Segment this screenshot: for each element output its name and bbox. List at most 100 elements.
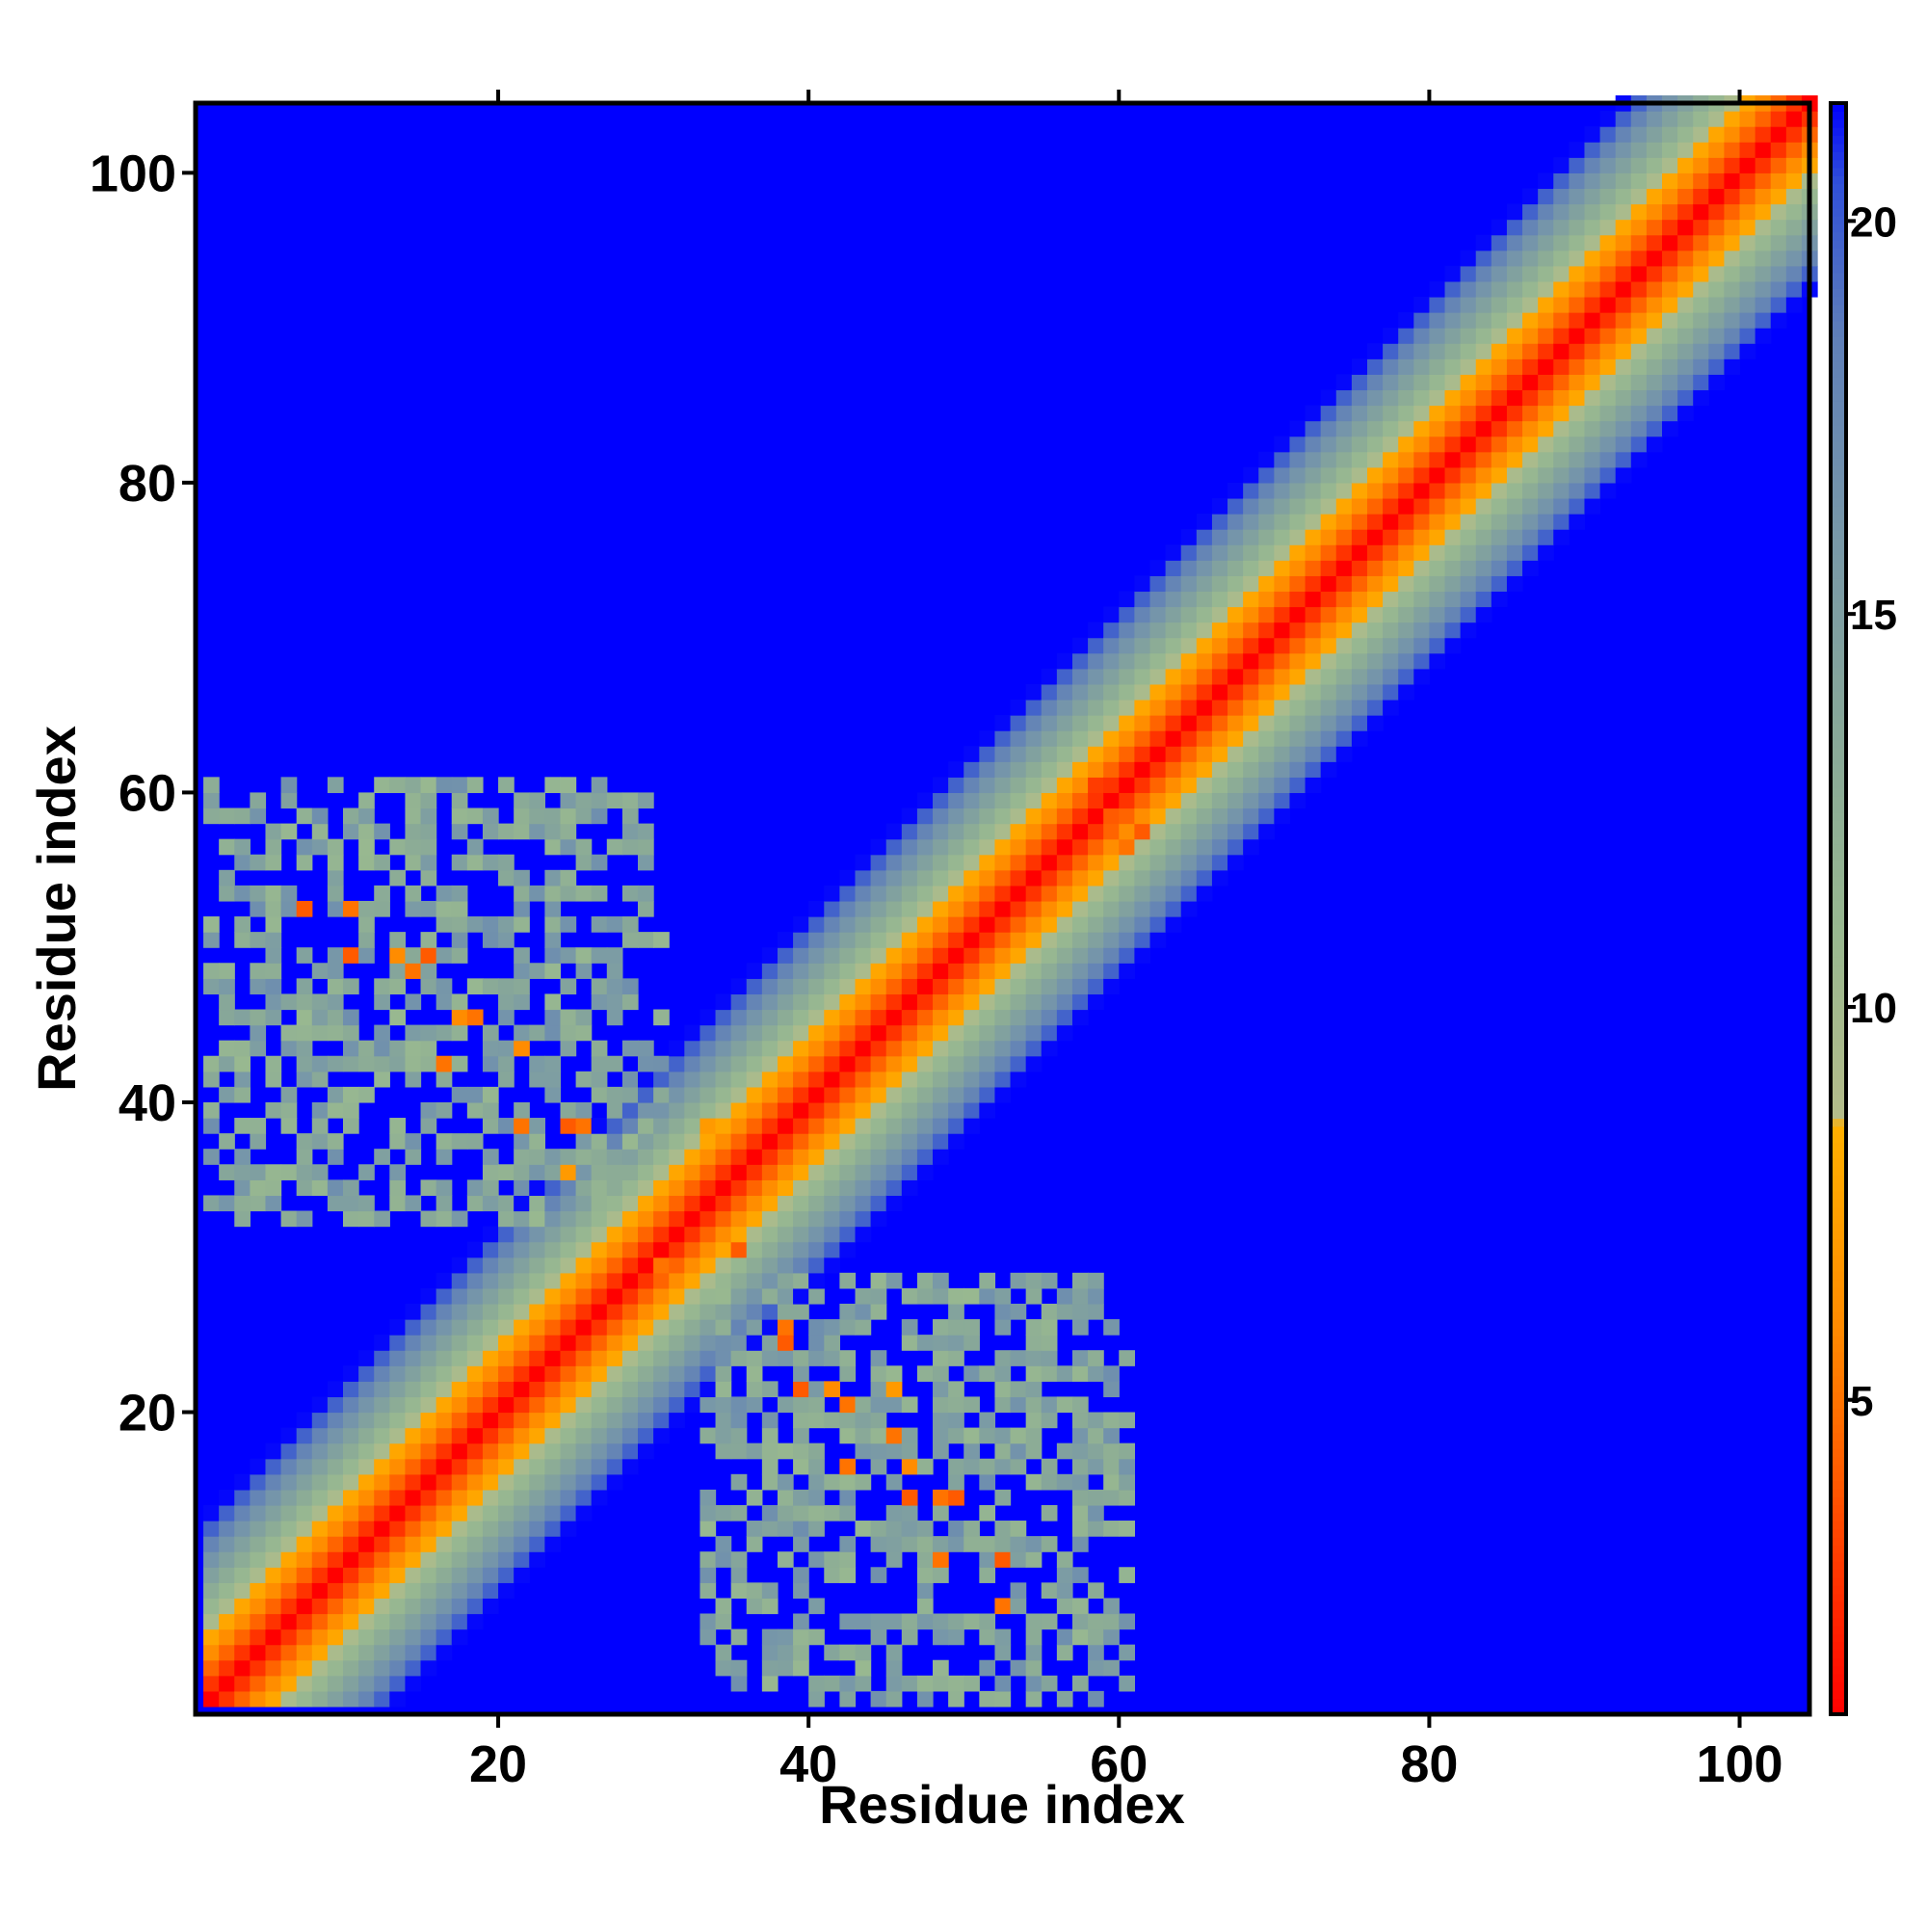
- heatmap-cell: [203, 1567, 220, 1583]
- heatmap-cell: [730, 1040, 748, 1057]
- heatmap-cell: [1460, 296, 1477, 313]
- heatmap-cell: [715, 1613, 732, 1630]
- heatmap-cell: [684, 1101, 701, 1119]
- heatmap-cell: [466, 1365, 484, 1382]
- heatmap-cell: [1383, 358, 1399, 375]
- heatmap-cell: [901, 838, 918, 856]
- heatmap-cell: [436, 1303, 453, 1320]
- heatmap-cell: [1491, 265, 1508, 282]
- colorbar-segment: [1833, 538, 1844, 547]
- heatmap-cell: [1553, 328, 1570, 344]
- heatmap-cell: [638, 1319, 654, 1336]
- heatmap-cell: [1010, 854, 1027, 871]
- heatmap-cell: [498, 1489, 515, 1506]
- heatmap-cell: [746, 1365, 763, 1382]
- heatmap-cell: [1398, 529, 1414, 545]
- heatmap-cell: [808, 1628, 825, 1646]
- heatmap-cell: [1025, 1272, 1043, 1289]
- heatmap-cell: [1320, 436, 1337, 453]
- heatmap-cell: [948, 1613, 964, 1630]
- heatmap-cell: [420, 1365, 437, 1382]
- heatmap-cell: [1010, 885, 1027, 902]
- heatmap-cell: [839, 1040, 857, 1057]
- heatmap-cell: [1103, 1365, 1120, 1382]
- colorbar-segment: [1833, 1480, 1844, 1490]
- heatmap-cell: [1460, 575, 1477, 593]
- colorbar-segment: [1833, 578, 1844, 588]
- heatmap-cell: [994, 730, 1012, 747]
- heatmap-cell: [638, 1241, 654, 1258]
- heatmap-cell: [1630, 188, 1648, 205]
- heatmap-cell: [1522, 343, 1539, 359]
- colorbar-frame: [1829, 101, 1848, 1716]
- heatmap-cell: [606, 1350, 623, 1366]
- heatmap-cell: [916, 854, 934, 871]
- heatmap-cell: [358, 1675, 375, 1692]
- heatmap-cell: [1149, 823, 1167, 840]
- heatmap-cell: [885, 1179, 903, 1197]
- heatmap-cell: [1119, 683, 1135, 701]
- heatmap-cell: [1599, 358, 1617, 375]
- heatmap-cell: [1305, 466, 1322, 484]
- heatmap-cell: [389, 978, 407, 995]
- heatmap-cell: [855, 993, 872, 1011]
- heatmap-cell: [994, 885, 1012, 902]
- heatmap-cell: [1335, 420, 1353, 437]
- heatmap-cell: [1088, 854, 1104, 871]
- colorbar-segment: [1833, 763, 1844, 773]
- heatmap-cell: [343, 1628, 359, 1646]
- heatmap-cell: [885, 1149, 903, 1165]
- heatmap-cell: [964, 1521, 980, 1537]
- heatmap-cell: [219, 1164, 235, 1180]
- heatmap-cell: [1646, 157, 1663, 173]
- heatmap-cell: [1506, 482, 1523, 499]
- heatmap-cell: [669, 1287, 685, 1305]
- heatmap-cell: [1320, 466, 1337, 484]
- heatmap-cell: [219, 1133, 235, 1150]
- heatmap-cell: [1398, 575, 1414, 593]
- colorbar-segment: [1833, 811, 1844, 821]
- heatmap-cell: [994, 1086, 1012, 1103]
- heatmap-cell: [1429, 591, 1446, 608]
- y-tick-label: 60: [119, 764, 176, 822]
- heatmap-cell: [621, 1365, 639, 1382]
- heatmap-cell: [808, 1381, 825, 1398]
- heatmap-cell: [250, 1458, 267, 1475]
- heatmap-cell: [901, 1613, 918, 1630]
- heatmap-cell: [280, 1118, 298, 1134]
- heatmap-cell: [1010, 1582, 1027, 1600]
- heatmap-cell: [436, 947, 453, 964]
- colorbar-segment: [1833, 1432, 1844, 1442]
- heatmap-cell: [933, 869, 949, 887]
- colorbar-segment: [1833, 409, 1844, 418]
- heatmap-cell: [777, 1473, 794, 1491]
- heatmap-cell: [1724, 234, 1741, 251]
- heatmap-cell: [1599, 280, 1617, 298]
- heatmap-cell: [374, 1335, 390, 1351]
- heatmap-cell: [1227, 823, 1244, 840]
- heatmap-cell: [436, 1319, 453, 1336]
- heatmap-cell: [514, 823, 530, 840]
- heatmap-cell: [1383, 514, 1399, 530]
- colorbar-segment: [1833, 521, 1844, 531]
- heatmap-cell: [1398, 420, 1414, 437]
- heatmap-cell: [1103, 668, 1120, 685]
- heatmap-cell: [715, 1504, 732, 1522]
- heatmap-cell: [1615, 142, 1632, 158]
- heatmap-cell: [358, 1644, 375, 1661]
- heatmap-cell: [466, 1551, 484, 1568]
- heatmap-cell: [916, 963, 934, 979]
- heatmap-cell: [948, 1628, 964, 1646]
- heatmap-cell: [793, 1226, 809, 1243]
- heatmap-cell: [916, 1055, 934, 1072]
- heatmap-cell: [948, 1412, 964, 1429]
- colorbar-segment: [1833, 360, 1844, 370]
- heatmap-cell: [451, 993, 468, 1011]
- heatmap-cell: [621, 932, 639, 948]
- heatmap-cell: [265, 1101, 282, 1119]
- heatmap-cell: [979, 1071, 996, 1088]
- heatmap-cell: [1398, 544, 1414, 561]
- heatmap-cell: [544, 1195, 562, 1212]
- heatmap-cell: [1041, 1458, 1058, 1475]
- heatmap-cell: [1289, 497, 1307, 515]
